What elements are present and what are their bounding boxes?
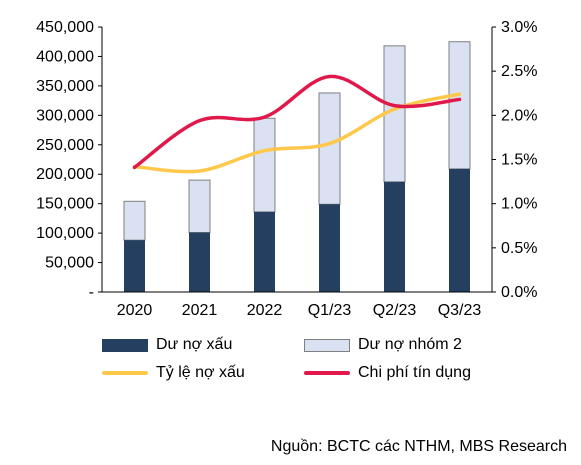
bar-no-nhom-2 (448, 41, 471, 170)
chart-area: - 50,000 100,000 150,000 200,000 250,000 300,0… (36, 19, 537, 319)
right-tick-label: 0.0% (501, 284, 537, 301)
legend-swatch-ty-le (102, 371, 148, 375)
right-tick-label: 2.5% (501, 63, 537, 80)
left-tick-label: 50,000 (45, 255, 94, 272)
bar-no-xau (254, 211, 275, 292)
legend-swatch-no-xau (102, 338, 148, 352)
left-tick-label: 300,000 (36, 107, 94, 124)
left-tick-label: 400,000 (36, 48, 94, 65)
bar-no-xau (124, 240, 145, 292)
bar-no-xau (319, 204, 340, 292)
legend-swatch-nhom-2 (304, 338, 350, 352)
left-tick-label: - (89, 284, 94, 301)
right-tick-label: 3.0% (501, 19, 537, 36)
right-tick-label: 1.0% (501, 196, 537, 213)
left-tick-label: 350,000 (36, 78, 94, 95)
right-tick-label: 1.5% (501, 152, 537, 169)
right-tick-label: 2.0% (501, 107, 537, 124)
left-tick-label: 100,000 (36, 225, 94, 242)
legend-item-ty-le: Tỷ lệ nợ xấu (102, 364, 245, 382)
bar-no-nhom-2 (188, 179, 211, 234)
bar-no-xau (449, 168, 470, 292)
legend-swatch-chi-phi (304, 371, 350, 375)
legend-label-nhom-2: Dư nợ nhóm 2 (358, 336, 462, 353)
legend-item-chi-phi: Chi phí tín dụng (304, 364, 471, 382)
left-tick-label: 450,000 (36, 19, 94, 36)
left-tick-label: 150,000 (36, 196, 94, 213)
x-tick-label: 2022 (247, 302, 283, 319)
x-tick-label: Q3/23 (438, 302, 482, 319)
bar-no-nhom-2 (318, 92, 341, 205)
legend-label-chi-phi: Chi phí tín dụng (358, 364, 471, 381)
bar-no-xau (189, 232, 210, 292)
x-tick-label: 2021 (182, 302, 218, 319)
line-chi-phi-tin-dung (132, 74, 462, 170)
legend-item-nhom-2: Dư nợ nhóm 2 (304, 336, 462, 354)
x-tick-label: 2020 (117, 302, 153, 319)
right-tick-label: 0.5% (501, 240, 537, 257)
left-tick-label: 250,000 (36, 137, 94, 154)
bar-no-nhom-2 (123, 200, 146, 241)
bar-no-nhom-2 (253, 117, 276, 213)
bar-no-xau (384, 181, 405, 292)
left-tick-label: 200,000 (36, 166, 94, 183)
source-note: Nguồn: BCTC các NTHM, MBS Research (270, 438, 567, 455)
legend-label-no-xau: Dư nợ xấu (156, 336, 233, 353)
x-tick-label: Q2/23 (373, 302, 417, 319)
legend-item-no-xau: Dư nợ xấu (102, 336, 232, 354)
x-tick-label: Q1/23 (308, 302, 352, 319)
legend-label-ty-le: Tỷ lệ nợ xấu (156, 364, 245, 381)
